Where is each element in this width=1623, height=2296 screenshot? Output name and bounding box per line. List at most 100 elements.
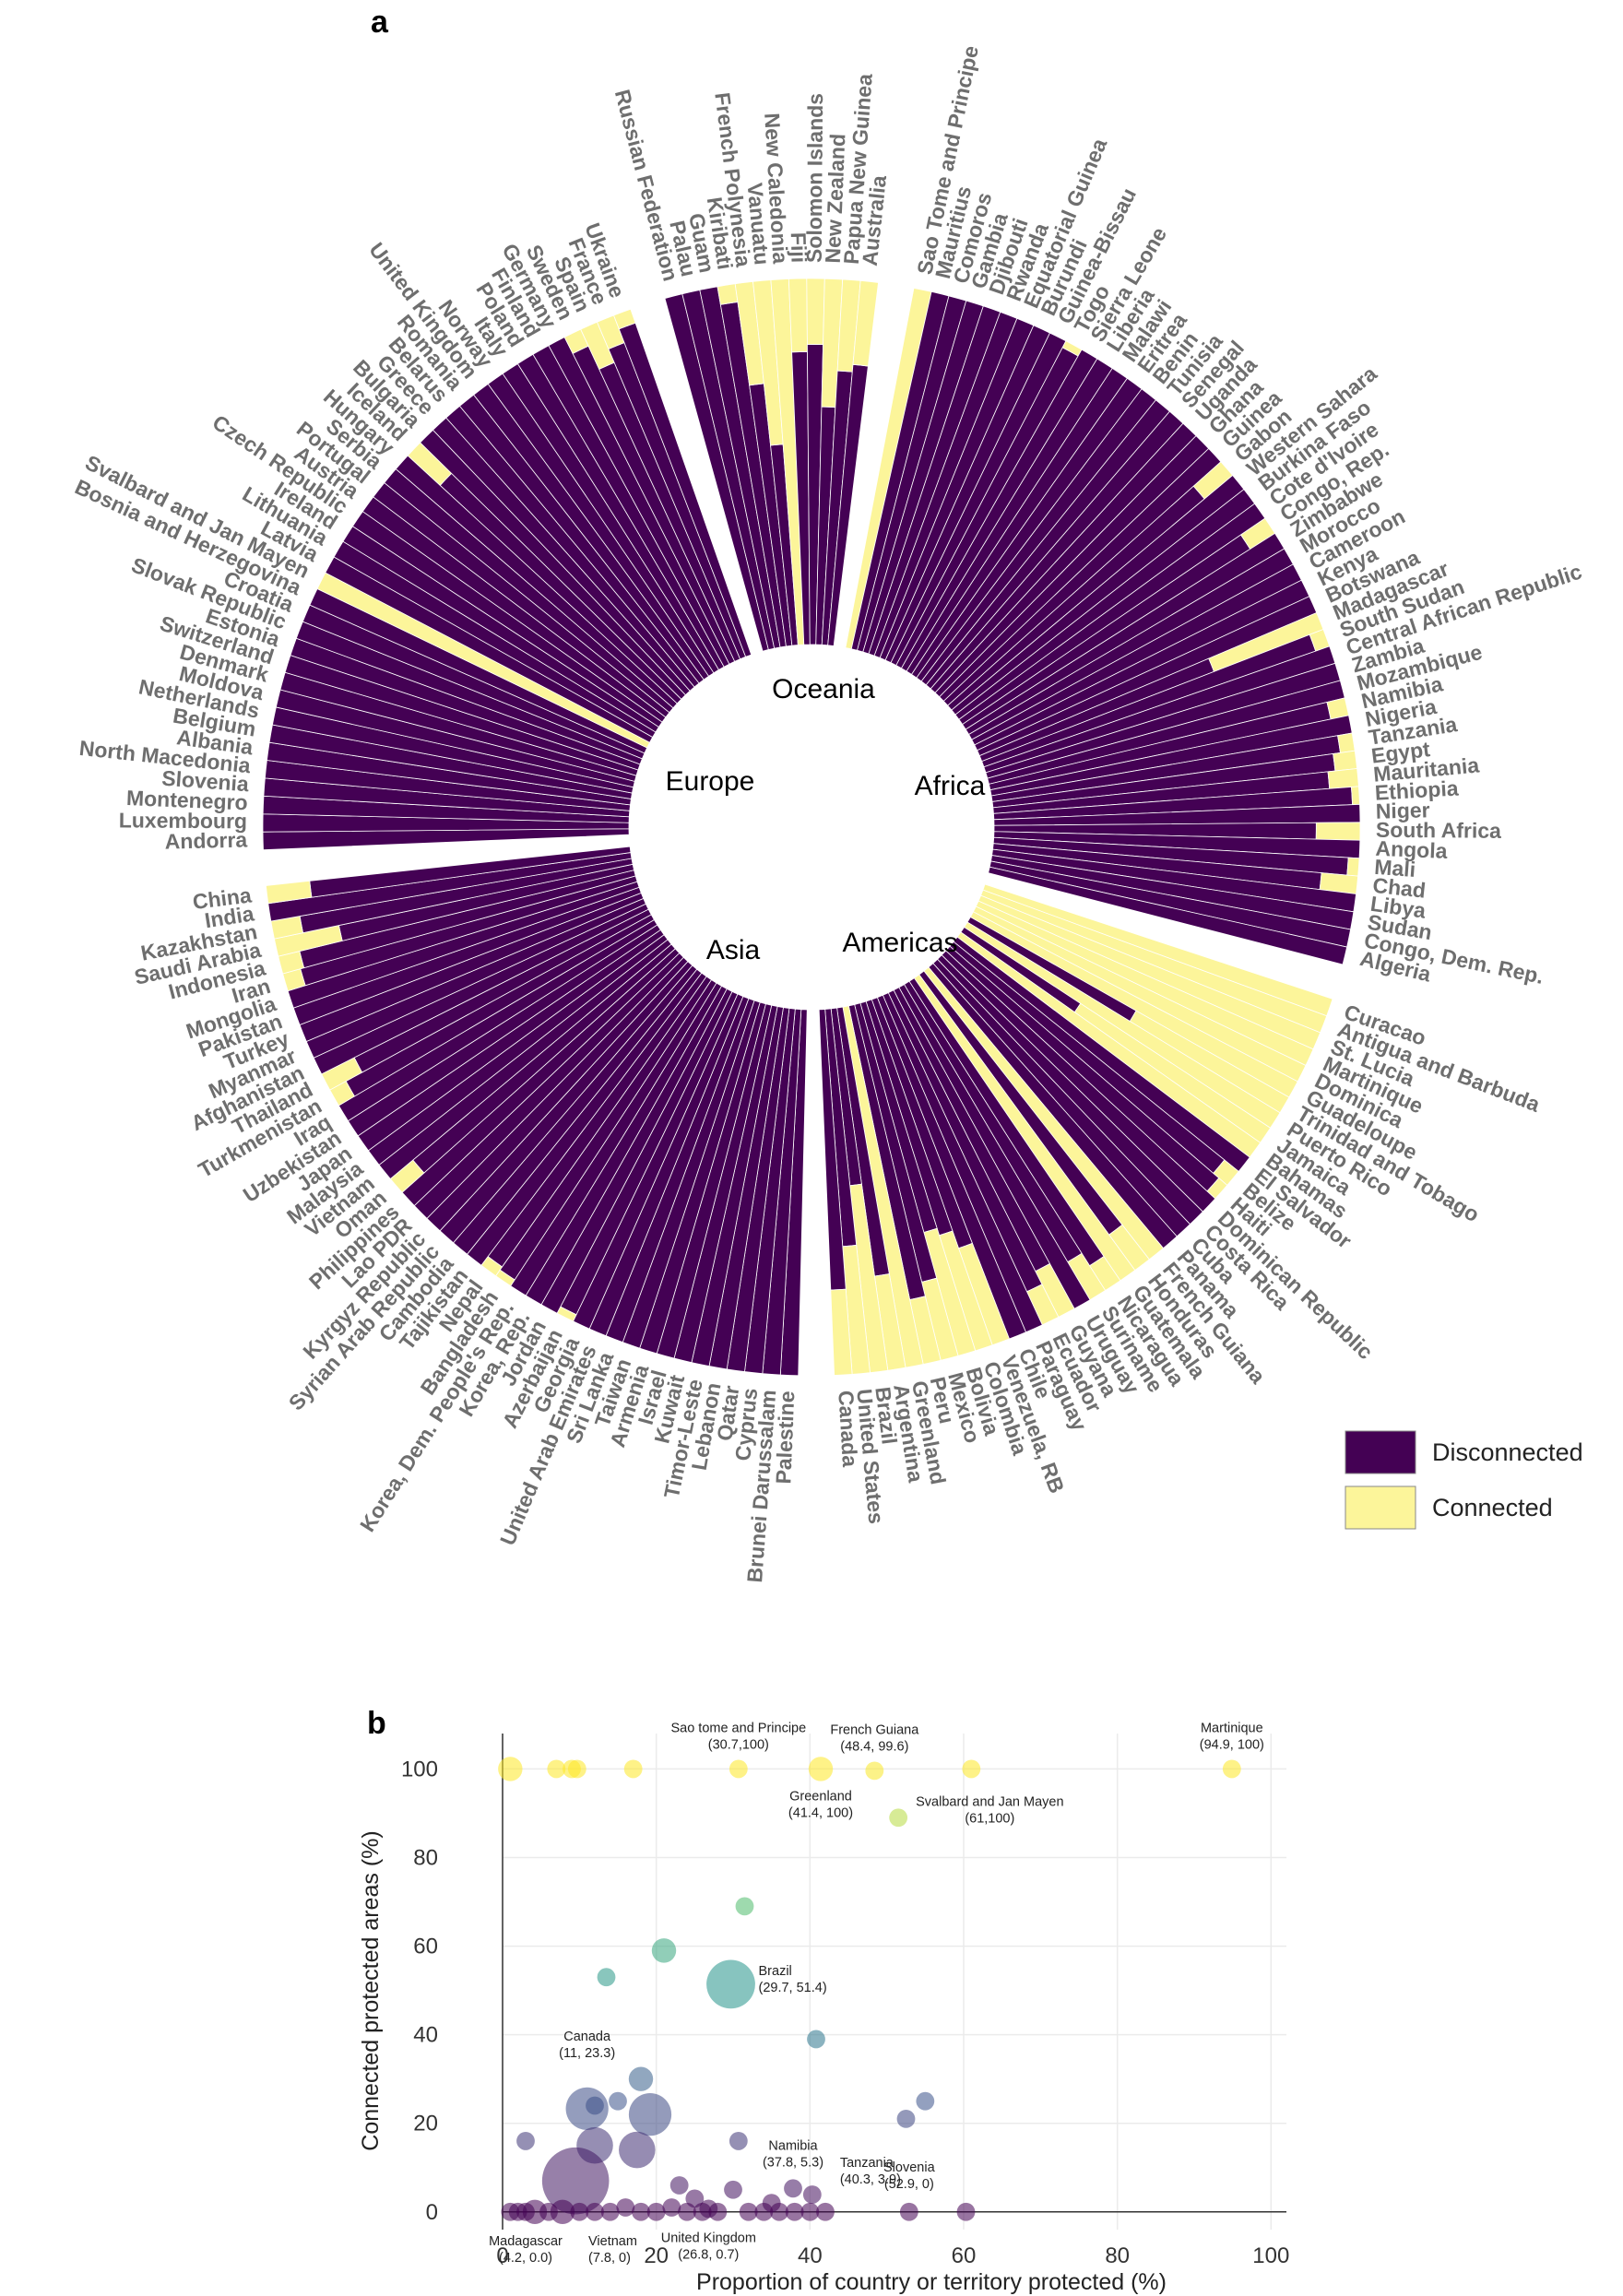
region-label-asia: Asia xyxy=(706,935,761,965)
bubble-point xyxy=(516,2202,535,2221)
x-tick-label-40: 40 xyxy=(798,2243,823,2268)
bubble-point xyxy=(501,2202,520,2221)
bar-ethiopia xyxy=(993,786,1360,821)
annotation-brazil-line-1: Brazil xyxy=(759,1964,792,1979)
annotation-greenland-line-1: Greenland xyxy=(789,1789,852,1804)
bar-connected-fiji xyxy=(788,278,808,353)
annotation-slovenia-line-1: Slovenia xyxy=(883,2160,936,2175)
annotation-vietnam-line-2: (7.8, 0) xyxy=(588,2251,631,2266)
annotation-svalbard-and-jan-mayen-line-2: (61,100) xyxy=(965,1811,1014,1826)
annotation-slovenia-line-2: (52.9, 0) xyxy=(884,2177,934,2192)
x-axis-title: Proportion of country or territory prote… xyxy=(696,2269,1167,2295)
bar-connected-ukraine xyxy=(613,308,636,330)
annotation-madagascar-line-1: Madagascar xyxy=(489,2234,563,2249)
bar-disconnected-algeria xyxy=(988,866,1348,965)
annotation-canada-line-1: Canada xyxy=(563,2030,611,2044)
bubble-point xyxy=(800,2202,820,2221)
bar-connected-ethiopia xyxy=(1351,786,1360,806)
bubble-point xyxy=(628,2066,654,2091)
bubble-point xyxy=(678,2202,696,2221)
legend-swatch-connected xyxy=(1345,1485,1416,1530)
bubble-point xyxy=(785,2202,804,2221)
bubble-point xyxy=(807,2030,825,2049)
annotation-namibia-line-1: Namibia xyxy=(768,2138,818,2153)
annotation-greenland-line-2: (41.4, 100) xyxy=(788,1805,853,1820)
chart-legend: Disconnected Connected xyxy=(1345,1430,1583,1530)
bubble-point xyxy=(662,2198,681,2217)
annotation-madagascar-line-2: (4.2, 0.0) xyxy=(499,2251,552,2266)
x-tick-label-60: 60 xyxy=(952,2243,977,2268)
bubble-point xyxy=(784,2179,802,2198)
country-label-angola: Angola xyxy=(1375,836,1448,863)
bar-connected-mali xyxy=(1346,857,1360,877)
x-tick-label-20: 20 xyxy=(644,2243,669,2268)
region-label-americas: Americas xyxy=(842,928,957,958)
country-label-solomon-islands: Solomon Islands xyxy=(802,93,827,263)
region-label-europe: Europe xyxy=(666,766,755,797)
bubbles xyxy=(498,1757,1241,2224)
annotation-martinique-line-2: (94.9, 100) xyxy=(1200,1737,1264,1752)
bar-disconnected-andorra xyxy=(262,828,630,851)
bubble-point xyxy=(619,2131,656,2169)
bubble-point xyxy=(632,2202,650,2221)
bubble-point xyxy=(693,2202,712,2221)
bubble-point xyxy=(669,2176,689,2195)
country-label-canada: Canada xyxy=(834,1390,862,1468)
country-label-new-zealand: New Zealand xyxy=(821,133,850,264)
bar-andorra xyxy=(262,828,630,851)
bar-australia xyxy=(827,279,879,646)
bubble-point xyxy=(685,2189,705,2208)
legend-label-disconnected: Disconnected xyxy=(1432,1438,1583,1466)
region-africa xyxy=(845,287,1361,965)
bar-papua-new-guinea xyxy=(821,278,861,646)
region-oceania xyxy=(664,278,879,652)
bubble-point xyxy=(550,2199,575,2224)
bar-french-polynesia xyxy=(734,280,793,647)
country-label-fiji: Fiji xyxy=(787,232,812,264)
bubble-point xyxy=(516,2132,535,2150)
bubble-point xyxy=(724,2180,742,2199)
bar-sweden xyxy=(563,328,736,665)
annotation-french-guiana-line-1: French Guiana xyxy=(830,1722,919,1737)
annotation-united-kingdom-line-2: (26.8, 0.7) xyxy=(678,2247,739,2262)
bar-connected-solomon-islands xyxy=(806,278,825,346)
bubble-point xyxy=(623,1759,643,1779)
bar-connected-china xyxy=(265,880,313,905)
bubble-point xyxy=(962,1759,981,1779)
bubble-point xyxy=(808,1757,834,1781)
bubble-point xyxy=(541,2147,610,2215)
bubble-point xyxy=(570,2202,589,2221)
bar-canada xyxy=(818,1009,853,1376)
bubble-point xyxy=(889,1808,908,1828)
bubble-point xyxy=(754,2202,774,2221)
bubble-point xyxy=(802,2185,822,2204)
country-label-luxembourg: Luxembourg xyxy=(119,808,247,833)
y-tick-label-0: 0 xyxy=(426,2200,438,2225)
annotation-svalbard-and-jan-mayen-line-1: Svalbard and Jan Mayen xyxy=(916,1794,1063,1809)
bubble-point xyxy=(498,1757,523,1781)
bar-jamaica xyxy=(960,927,1272,1143)
bubble-point xyxy=(567,1759,586,1779)
bar-china xyxy=(265,846,632,905)
bubble-point xyxy=(706,1959,755,2009)
bubble-point xyxy=(729,2132,748,2150)
annotation-brazil-line-2: (29.7, 51.4) xyxy=(759,1981,827,1995)
x-tick-label-80: 80 xyxy=(1105,2243,1130,2268)
bubble-point xyxy=(816,2202,835,2221)
bar-ukraine xyxy=(613,308,752,657)
legend-label-connected: Connected xyxy=(1432,1494,1553,1521)
region-americas xyxy=(818,883,1333,1376)
bubble-point xyxy=(956,2202,976,2221)
bubble-point xyxy=(586,2202,604,2221)
x-tick-label-0: 0 xyxy=(496,2243,508,2268)
bubble-point xyxy=(770,2202,788,2221)
region-europe xyxy=(262,308,752,851)
bubble-point xyxy=(646,2202,666,2221)
annotation-french-guiana-line-2: (48.4, 99.6) xyxy=(840,1739,908,1754)
bubble-point xyxy=(899,2202,918,2221)
bubble-point xyxy=(1222,1759,1241,1779)
y-tick-label-60: 60 xyxy=(413,1935,438,1959)
bubble-scatter-chart: 0 20 40 60 80 100 0 20 40 60 80 100 Proportion of co… xyxy=(358,1721,1289,2295)
region-label-africa: Africa xyxy=(915,771,986,801)
